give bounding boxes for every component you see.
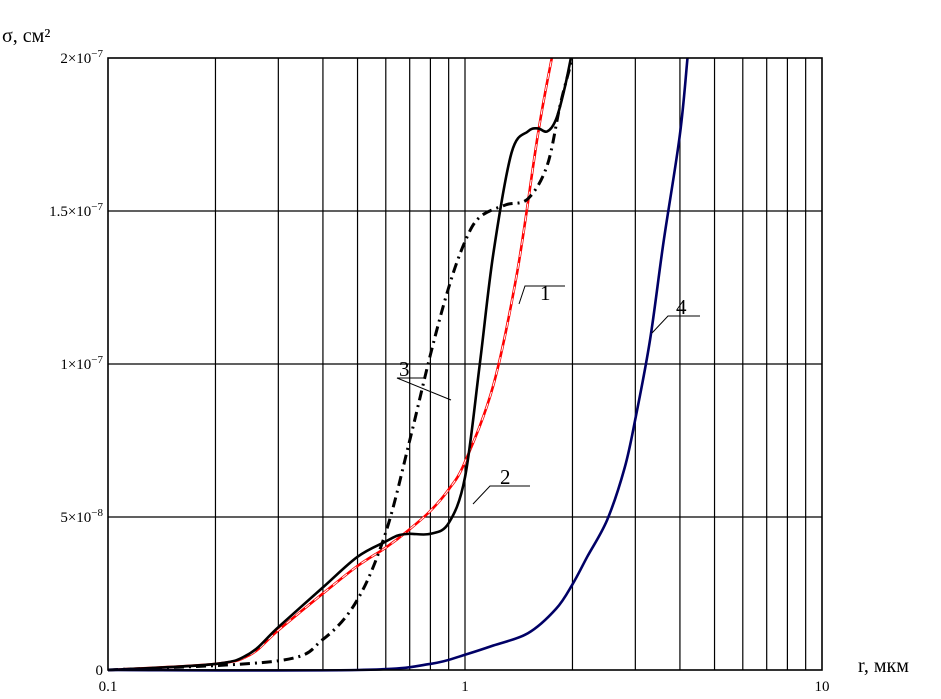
x-axis-title: r, мкм — [858, 655, 909, 677]
curve-2-leader — [472, 485, 530, 505]
y-tick-label: 5×10−8 — [60, 507, 103, 526]
curve-2-label: 2 — [500, 465, 511, 489]
curve-2 — [107, 57, 573, 672]
curves — [107, 57, 689, 672]
plot-border — [107, 57, 823, 671]
curve-4-leader — [651, 315, 700, 334]
y-axis-title: σ, см² — [2, 25, 50, 47]
grid — [108, 58, 822, 670]
y-tick-label: 2×10−7 — [60, 48, 103, 67]
curve-1-leader — [518, 285, 565, 305]
plot-frame — [107, 57, 823, 671]
y-tick-label: 0 — [96, 663, 104, 679]
curve-3-leader — [396, 377, 452, 401]
curve-1 — [107, 57, 554, 672]
curve-4 — [107, 57, 689, 672]
curve-3-label: 3 — [399, 357, 410, 381]
x-tick-label: 1 — [461, 679, 469, 695]
curve-4-label: 4 — [676, 295, 687, 319]
tick-labels: 0.1 1 10 0 5×10−8 1×10−7 1.5×10−7 2×10−7 — [49, 48, 829, 695]
curve-3 — [107, 57, 574, 672]
curve-1-label: 1 — [540, 281, 551, 305]
y-tick-label: 1.5×10−7 — [49, 201, 103, 220]
x-tick-label: 10 — [815, 679, 830, 695]
curve-labels: 1 2 3 4 — [396, 281, 700, 505]
y-tick-label: 1×10−7 — [60, 354, 103, 373]
x-tick-label: 0.1 — [99, 679, 118, 695]
